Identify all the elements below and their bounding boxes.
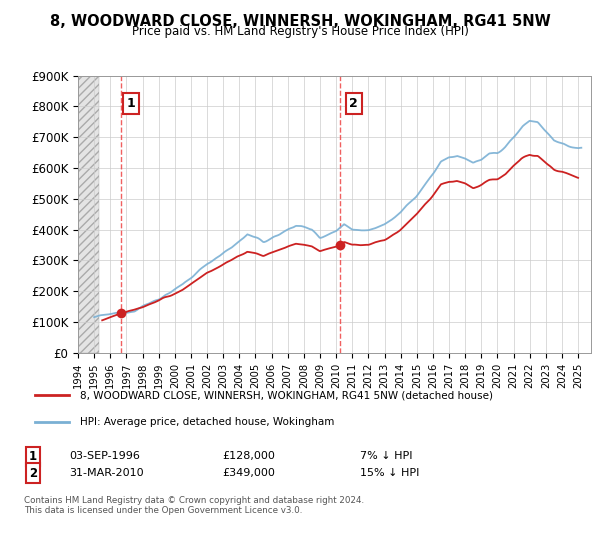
Bar	[78, 76, 99, 353]
Text: £349,000: £349,000	[222, 468, 275, 478]
Text: 15% ↓ HPI: 15% ↓ HPI	[360, 468, 419, 478]
Text: 7% ↓ HPI: 7% ↓ HPI	[360, 451, 413, 461]
Text: 2: 2	[29, 466, 37, 480]
Text: Price paid vs. HM Land Registry's House Price Index (HPI): Price paid vs. HM Land Registry's House …	[131, 25, 469, 38]
Text: £128,000: £128,000	[222, 451, 275, 461]
Text: Contains HM Land Registry data © Crown copyright and database right 2024.
This d: Contains HM Land Registry data © Crown c…	[24, 496, 364, 515]
Text: 8, WOODWARD CLOSE, WINNERSH, WOKINGHAM, RG41 5NW: 8, WOODWARD CLOSE, WINNERSH, WOKINGHAM, …	[50, 14, 550, 29]
Text: 03-SEP-1996: 03-SEP-1996	[69, 451, 140, 461]
Text: HPI: Average price, detached house, Wokingham: HPI: Average price, detached house, Woki…	[80, 417, 334, 427]
Text: 2: 2	[349, 97, 358, 110]
Text: 31-MAR-2010: 31-MAR-2010	[69, 468, 143, 478]
Text: 8, WOODWARD CLOSE, WINNERSH, WOKINGHAM, RG41 5NW (detached house): 8, WOODWARD CLOSE, WINNERSH, WOKINGHAM, …	[80, 390, 493, 400]
Text: 1: 1	[127, 97, 136, 110]
Text: 1: 1	[29, 450, 37, 463]
